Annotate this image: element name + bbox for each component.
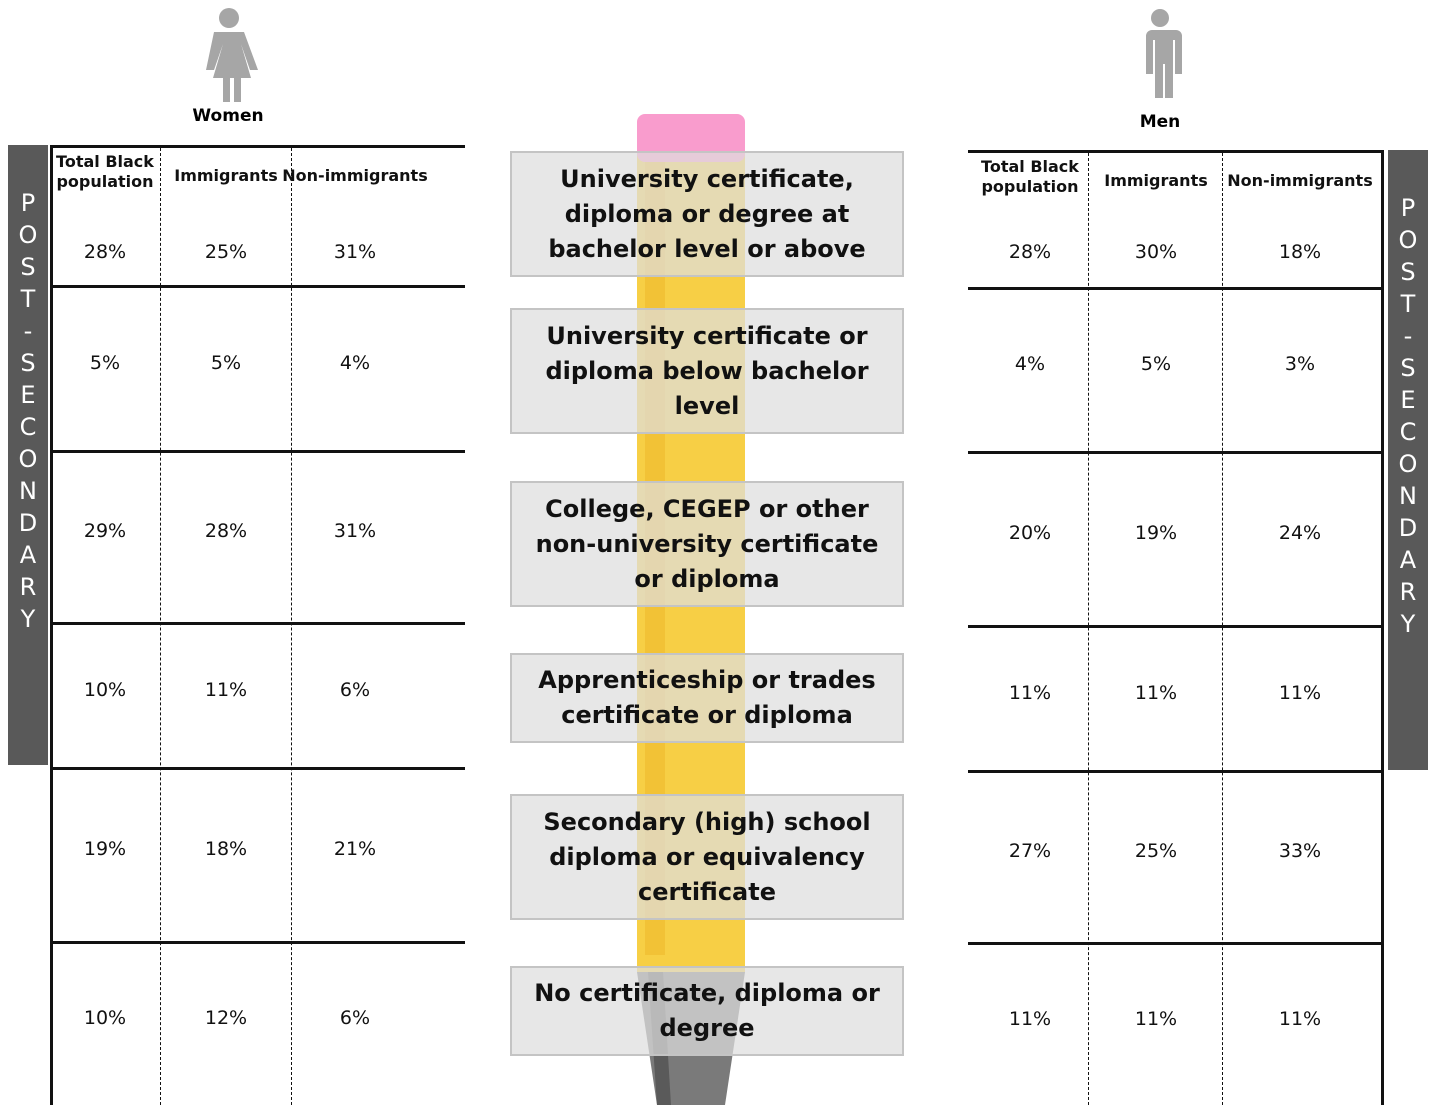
cell-value: 19% [83, 838, 127, 860]
column-divider [291, 148, 292, 1105]
column-header: Non-immigrants [1227, 171, 1373, 190]
column-header: Immigrants [174, 166, 278, 185]
cell-value: 28% [1008, 241, 1052, 263]
cell-value: 21% [333, 838, 377, 860]
cell-value: 11% [1278, 1007, 1322, 1030]
cell-value: 11% [1008, 1007, 1052, 1030]
cell-value: 4% [339, 351, 371, 374]
cell-value: 11% [1008, 681, 1052, 704]
cell-value: 29% [83, 520, 127, 542]
education-level: University certificate, diploma or degre… [510, 151, 904, 277]
row-line [968, 451, 1382, 454]
cell-value: 24% [1278, 522, 1322, 544]
row-line [50, 767, 465, 770]
row-line [50, 450, 465, 453]
column-header: Non-immigrants [282, 166, 428, 185]
cell-value: 18% [204, 838, 248, 860]
row-line [50, 285, 465, 288]
cell-value: 27% [1008, 840, 1052, 862]
column-divider [1088, 153, 1089, 1105]
side-label: POST-SECONDARY [1388, 150, 1428, 770]
cell-value: 25% [204, 241, 248, 263]
cell-value: 18% [1278, 241, 1322, 263]
cell-value: 30% [1134, 241, 1178, 263]
cell-value: 5% [210, 351, 242, 374]
row-line [968, 287, 1382, 290]
row-line [968, 150, 1382, 153]
education-level: Apprenticeship or trades certificate or … [510, 653, 904, 743]
group-label: Women [192, 106, 264, 126]
education-level: No certificate, diploma or degree [510, 966, 904, 1056]
side-label: POST-SECONDARY [8, 145, 48, 765]
column-header: Total Black population [56, 152, 154, 191]
education-level: University certificate or diploma below … [510, 308, 904, 434]
cell-value: 4% [1014, 353, 1046, 375]
row-line [50, 941, 465, 944]
education-level: College, CEGEP or other non-university c… [510, 481, 904, 607]
row-line [50, 145, 465, 148]
cell-value: 5% [1140, 353, 1172, 375]
column-header: Immigrants [1104, 171, 1208, 190]
cell-value: 11% [204, 678, 248, 701]
cell-value: 33% [1278, 840, 1322, 862]
cell-value: 5% [89, 351, 121, 374]
table-border [50, 145, 53, 1105]
cell-value: 10% [83, 678, 127, 701]
table-border [1381, 150, 1384, 1105]
cell-value: 10% [83, 1007, 127, 1029]
cell-value: 19% [1134, 522, 1178, 544]
group-label: Men [1139, 112, 1181, 132]
cell-value: 25% [1134, 840, 1178, 862]
cell-value: 6% [339, 1007, 371, 1029]
cell-value: 20% [1008, 522, 1052, 544]
man-icon [1144, 9, 1182, 98]
row-line [968, 942, 1382, 945]
cell-value: 12% [204, 1007, 248, 1029]
column-divider [1222, 153, 1223, 1105]
cell-value: 3% [1284, 353, 1316, 375]
cell-value: 28% [83, 241, 127, 263]
woman-icon [206, 8, 258, 102]
column-header: Total Black population [981, 157, 1079, 196]
cell-value: 31% [333, 520, 377, 542]
cell-value: 11% [1278, 681, 1322, 704]
education-level: Secondary (high) school diploma or equiv… [510, 794, 904, 920]
cell-value: 31% [333, 241, 377, 263]
row-line [50, 622, 465, 625]
cell-value: 11% [1134, 681, 1178, 704]
row-line [968, 770, 1382, 773]
cell-value: 28% [204, 520, 248, 542]
cell-value: 6% [339, 678, 371, 701]
column-divider [160, 148, 161, 1105]
cell-value: 11% [1134, 1007, 1178, 1030]
row-line [968, 625, 1382, 628]
